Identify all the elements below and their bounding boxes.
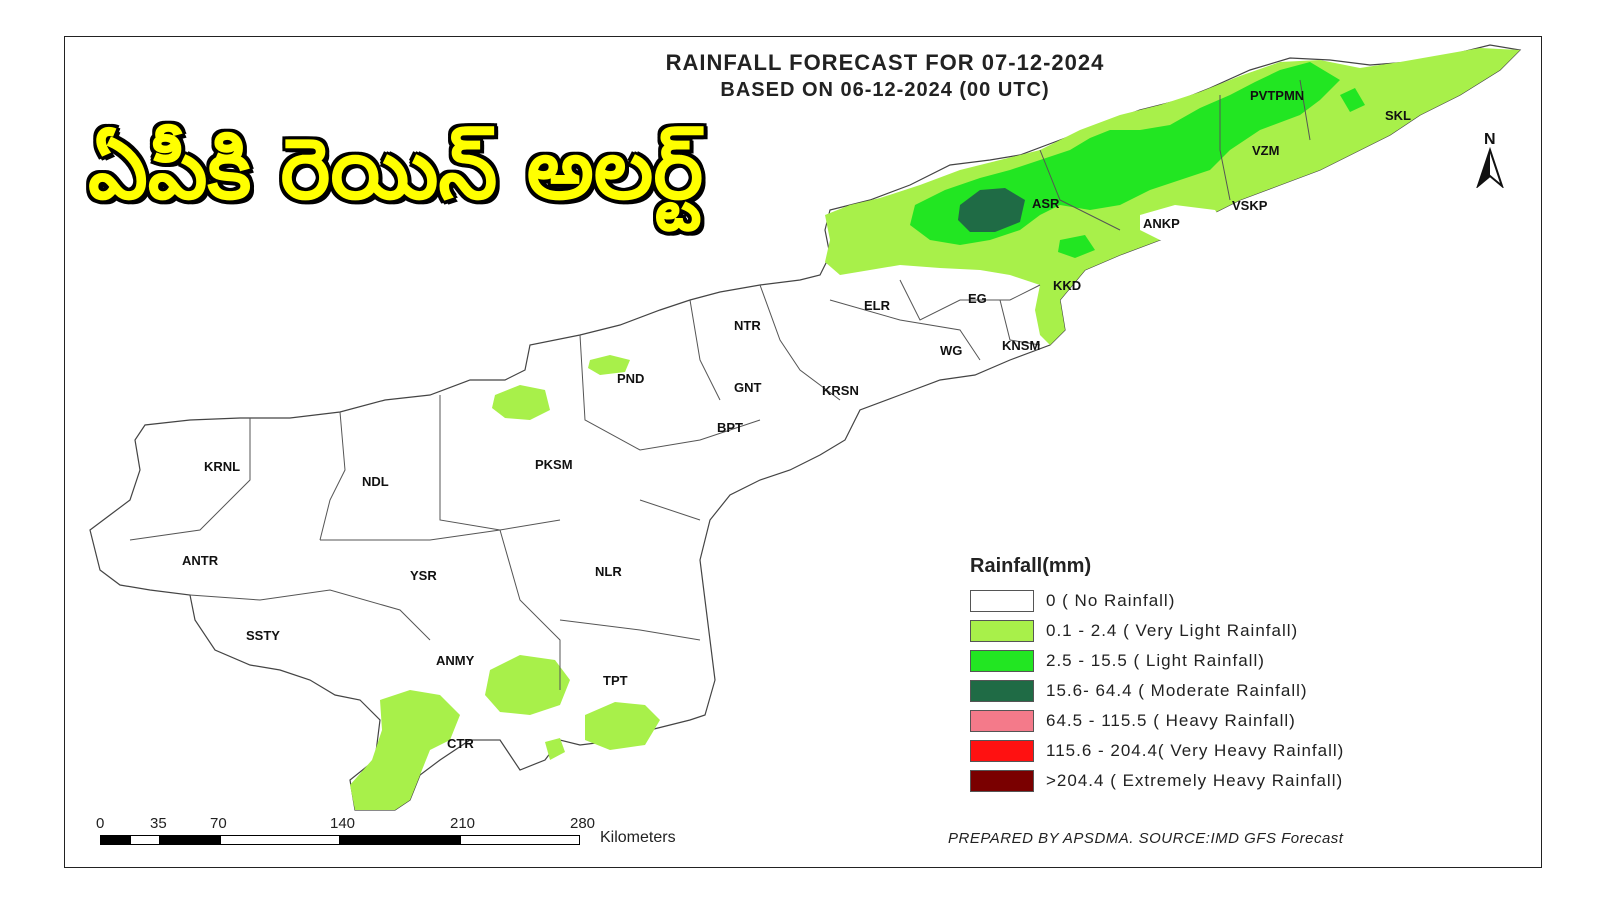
district-label: KRSN — [822, 383, 859, 398]
scale-tick: 0 — [96, 815, 105, 832]
district-label: ANMY — [436, 653, 475, 668]
district-label: PKSM — [535, 457, 573, 472]
north-arrow-icon: N — [1475, 131, 1505, 190]
legend-item: 0.1 - 2.4 ( Very Light Rainfall) — [970, 616, 1344, 646]
district-label: ANKP — [1143, 216, 1180, 231]
rain-very-light-south — [350, 690, 460, 810]
scale-tick: 210 — [450, 815, 476, 832]
legend-item: 15.6- 64.4 ( Moderate Rainfall) — [970, 676, 1344, 706]
legend-label: 0.1 - 2.4 ( Very Light Rainfall) — [1046, 621, 1299, 640]
district-label: TPT — [603, 673, 628, 688]
legend-title: Rainfall(mm) — [970, 555, 1092, 577]
legend-label: 115.6 - 204.4( Very Heavy Rainfall) — [1046, 741, 1345, 760]
legend-swatch — [970, 770, 1034, 792]
scale-tick: 35 — [150, 815, 167, 832]
legend-label: 0 ( No Rainfall) — [1046, 591, 1176, 610]
scale-segment — [160, 835, 220, 845]
legend-swatch — [970, 680, 1034, 702]
scale-segment — [100, 835, 130, 845]
scale-segment — [220, 835, 340, 845]
district-label: WG — [940, 343, 962, 358]
north-arrow: N — [1470, 128, 1510, 192]
scale-unit: Kilometers — [600, 829, 676, 846]
rain-very-light-west — [588, 355, 630, 375]
legend-swatch — [970, 710, 1034, 732]
rain-very-light-north — [825, 48, 1520, 345]
district-label: KKD — [1053, 278, 1081, 293]
district-label: SSTY — [246, 628, 280, 643]
legend-item: 115.6 - 204.4( Very Heavy Rainfall) — [970, 736, 1344, 766]
district-label: CTR — [447, 736, 474, 751]
district-label: VZM — [1252, 143, 1279, 158]
rain-very-light-west — [492, 385, 550, 420]
district-labels: PVTPMN SKL VZM ASR VSKP ANKP KKD EG ELR … — [182, 88, 1411, 751]
district-label: PND — [617, 371, 644, 386]
scale-tick: 70 — [210, 815, 227, 832]
district-label: GNT — [734, 380, 762, 395]
district-label: NLR — [595, 564, 622, 579]
district-label: ANTR — [182, 553, 219, 568]
legend-label: 15.6- 64.4 ( Moderate Rainfall) — [1046, 681, 1308, 700]
district-label: NTR — [734, 318, 761, 333]
district-label: BPT — [717, 420, 743, 435]
district-label: YSR — [410, 568, 437, 583]
north-label: N — [1484, 131, 1496, 148]
map-title: RAINFALL FORECAST FOR 07-12-2024 — [665, 50, 1105, 75]
district-label: KNSM — [1002, 338, 1040, 353]
rain-very-light-south — [585, 702, 660, 750]
map-subtitle: BASED ON 06-12-2024 (00 UTC) — [720, 79, 1050, 101]
rain-very-light-south — [485, 655, 570, 715]
district-label: NDL — [362, 474, 389, 489]
district-label: ELR — [864, 298, 891, 313]
legend-swatch — [970, 590, 1034, 612]
legend-swatch — [970, 650, 1034, 672]
credit-line: PREPARED BY APSDMA. SOURCE:IMD GFS Forec… — [948, 830, 1344, 847]
headline-overlay: ఏపీకి రెయిన్ అలర్ట్ — [86, 119, 704, 220]
rain-very-light-south — [545, 738, 565, 760]
scale-segment — [460, 835, 580, 845]
district-label: ASR — [1032, 196, 1060, 211]
legend-label: 64.5 - 115.5 ( Heavy Rainfall) — [1046, 711, 1296, 730]
scale-tick: 140 — [330, 815, 356, 832]
legend-item: 2.5 - 15.5 ( Light Rainfall) — [970, 646, 1344, 676]
rain-moderate-patch — [958, 188, 1025, 232]
scale-segment — [130, 835, 160, 845]
district-label: SKL — [1385, 108, 1411, 123]
district-label: PVTPMN — [1250, 88, 1304, 103]
legend-label: 2.5 - 15.5 ( Light Rainfall) — [1046, 651, 1265, 670]
rain-light-patch — [1340, 88, 1365, 112]
legend-swatch — [970, 740, 1034, 762]
dry-patch — [1140, 205, 1225, 240]
district-label: VSKP — [1232, 198, 1268, 213]
district-label: KRNL — [204, 459, 240, 474]
district-boundaries — [129, 79, 1311, 741]
legend-item: 64.5 - 115.5 ( Heavy Rainfall) — [970, 706, 1344, 736]
legend-swatch — [970, 620, 1034, 642]
legend-item: >204.4 ( Extremely Heavy Rainfall) — [970, 766, 1344, 796]
legend-item: 0 ( No Rainfall) — [970, 586, 1344, 616]
district-label: EG — [968, 291, 987, 306]
legend: Rainfall(mm) 0 ( No Rainfall) 0.1 - 2.4 (… — [970, 555, 1344, 796]
legend-label: >204.4 ( Extremely Heavy Rainfall) — [1046, 771, 1344, 790]
scale-tick: 280 — [570, 815, 596, 832]
rain-light-patch — [1058, 235, 1095, 258]
scale-segment — [340, 835, 460, 845]
